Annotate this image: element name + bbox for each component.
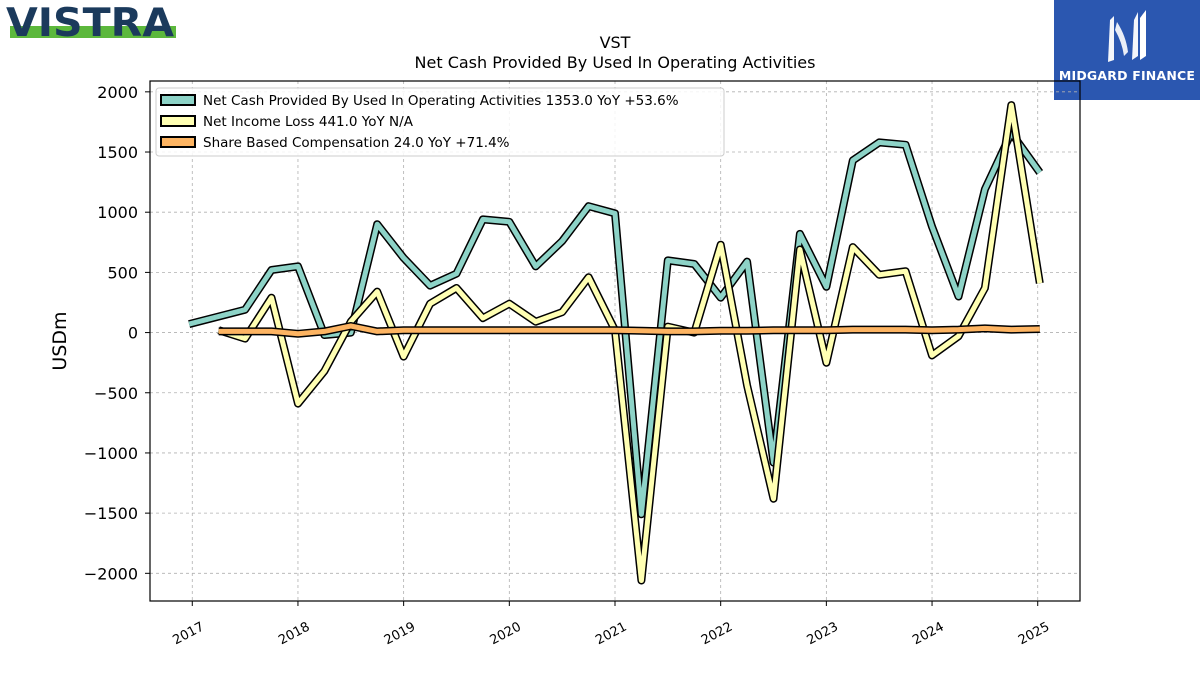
vistra-logo-text: VISTRA: [6, 1, 174, 46]
axes: 2000 1500 1000 500 0 −500 −1000 −1500 −2000 2017 2…: [84, 80, 1081, 649]
y-tick-label: −500: [94, 384, 138, 403]
vistra-logo: VISTRA: [6, 1, 176, 46]
y-tick-label: 2000: [97, 83, 138, 102]
x-tick-label: 2023: [805, 620, 841, 649]
series-lines: [188, 101, 1044, 585]
plot-frame: [149, 80, 1081, 602]
y-tick-label: 500: [107, 263, 138, 282]
legend-swatch: [160, 136, 196, 148]
legend-swatch: [160, 115, 196, 127]
series-line: [217, 102, 1043, 583]
x-tick-label: 2017: [170, 620, 206, 649]
y-tick-label: −2000: [84, 564, 138, 583]
y-tick-label: 1000: [97, 203, 138, 222]
y-tick-label: 0: [128, 324, 138, 343]
legend-box: [155, 87, 725, 157]
midgard-finance-text: MIDGARD FINANCE: [1058, 68, 1196, 83]
vistra-logo-green-band: [10, 26, 176, 38]
legend: Net Cash Provided By Used In Operating A…: [155, 87, 725, 157]
x-tick-label: 2025: [1016, 620, 1052, 649]
chart-title: VST: [600, 33, 631, 52]
legend-label: Net Income Loss 441.0 YoY N/A: [203, 114, 414, 130]
y-tick-label: −1500: [84, 504, 138, 523]
x-tick-label: 2021: [593, 620, 629, 649]
legend-swatch: [160, 94, 196, 106]
y-tick-label: 1500: [97, 143, 138, 162]
series-2: [217, 101, 1044, 585]
legend-label: Net Cash Provided By Used In Operating A…: [203, 93, 679, 109]
x-tick-label: 2019: [382, 620, 418, 649]
x-tick-label: 2018: [276, 620, 312, 649]
y-axis-label: USDm: [49, 311, 71, 370]
chart-subtitle: Net Cash Provided By Used In Operating A…: [415, 53, 816, 72]
midgard-m-icon: [1108, 10, 1146, 62]
x-tick-label: 2020: [488, 620, 524, 649]
series-line: [218, 323, 1040, 337]
legend-label: Share Based Compensation 24.0 YoY +71.4%: [203, 135, 510, 151]
midgard-finance-logo: MIDGARD FINANCE: [1054, 0, 1200, 100]
series-3: [218, 322, 1040, 338]
x-tick-label: 2022: [699, 620, 735, 649]
x-tick-label: 2024: [910, 620, 946, 649]
y-tick-label: −1000: [84, 444, 138, 463]
